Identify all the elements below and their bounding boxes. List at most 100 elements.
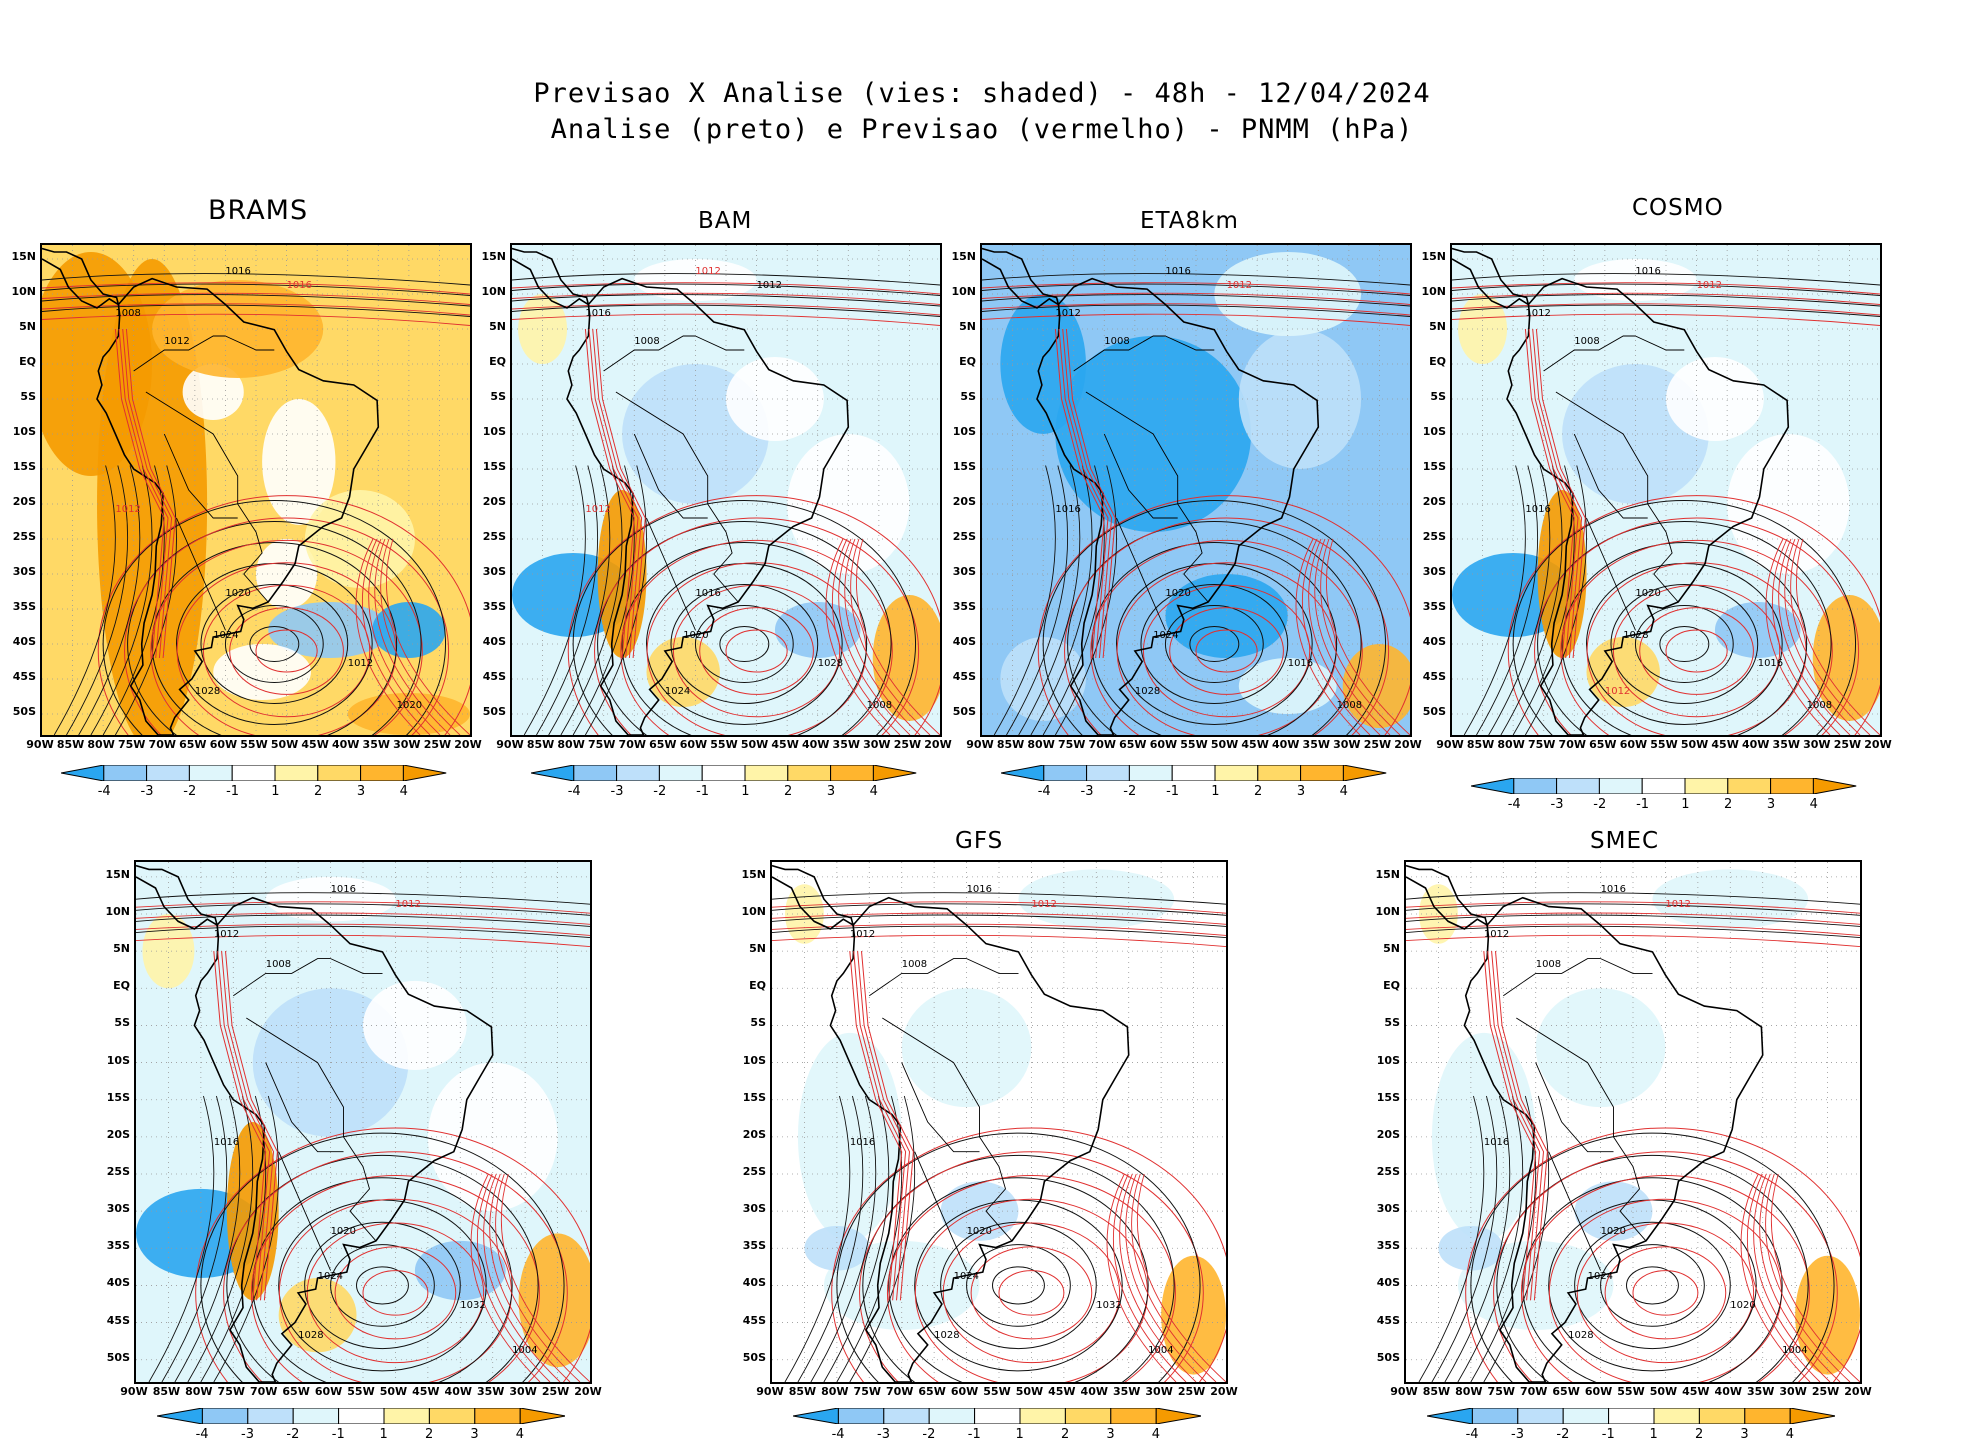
- bias-patch: [784, 884, 824, 944]
- colorbar-swatch: [744, 764, 789, 782]
- isobar-value-label: 1024: [317, 1270, 344, 1282]
- forecast-isobar: [1632, 1270, 1699, 1316]
- longitude-tick-label: 40W: [801, 738, 830, 751]
- country-border: [265, 1062, 344, 1153]
- isobar-value-label: 1020: [330, 1226, 357, 1237]
- bias-patch: [427, 1062, 558, 1212]
- forecast-isobar: [1740, 1173, 1811, 1382]
- forecast-isobar: [1308, 538, 1381, 735]
- country-border: [233, 958, 331, 997]
- forecast-isobar: [380, 538, 461, 735]
- colorbar-swatch: [1789, 1407, 1836, 1425]
- forecast-isobar: [831, 1127, 1226, 1382]
- latitude-tick-label: 15N: [481, 250, 506, 263]
- forecast-isobar: [1406, 934, 1860, 948]
- forecast-isobar: [124, 517, 450, 735]
- longitude-tick-label: 45W: [1048, 1385, 1076, 1398]
- latitude-tick-label: 15N: [105, 867, 130, 881]
- isobar-value-label: 1020: [1635, 588, 1661, 599]
- forecast-isobar: [982, 292, 1410, 305]
- longitude-tick-label: 70W: [1519, 1385, 1548, 1398]
- colorbar-swatch: [232, 764, 276, 782]
- latitude-tick-label: 35S: [106, 1239, 130, 1253]
- latitude-tick-label: 45S: [12, 670, 36, 683]
- analysis-isobar: [148, 1095, 215, 1382]
- longitude-tick-label: 65W: [179, 738, 207, 751]
- map-panel: 1016 1012 1008 1012 1016 1020 1028 1012 1016 1008: [1450, 243, 1882, 737]
- bias-patch: [1438, 1226, 1504, 1271]
- latitude-tick-label: 15N: [11, 250, 36, 263]
- latitude-tick-label: 45S: [106, 1313, 130, 1327]
- forecast-isobar: [512, 282, 940, 295]
- colorbar-tick-label: -3: [140, 784, 154, 799]
- colorbar-tick-label: -2: [183, 784, 197, 799]
- longitude-tick-label: 80W: [87, 738, 115, 751]
- forecast-isobar: [1639, 607, 1754, 695]
- longitude-tick-label: 55W: [710, 738, 738, 751]
- analysis-isobar: [252, 1177, 513, 1382]
- analysis-isobar: [1600, 1244, 1705, 1327]
- analysis-isobar: [42, 294, 470, 307]
- longitude-tick-label: 40W: [1714, 1385, 1742, 1398]
- country-border: [1103, 433, 1178, 519]
- forecast-isobar: [1759, 1173, 1841, 1382]
- analysis-isobar: [772, 925, 1226, 939]
- bias-patch: [1342, 644, 1410, 728]
- analysis-isobar: [1189, 626, 1240, 662]
- forecast-isobar: [1665, 629, 1728, 673]
- colorbar-tick-label: -1: [967, 1427, 981, 1442]
- isobar-value-label: 1024: [213, 630, 239, 641]
- colorbar-tick-label: -4: [97, 784, 111, 799]
- longitude-tick-label: 20W: [1394, 738, 1422, 751]
- latitude-tick-label: 30S: [1422, 565, 1446, 578]
- analysis-isobar: [797, 1095, 864, 1382]
- longitude-tick-label: 85W: [526, 738, 555, 751]
- forecast-isobar: [1452, 292, 1880, 305]
- forecast-isobar: [1452, 313, 1880, 326]
- panel-title: BAM: [698, 208, 753, 234]
- latitude-tick-label: 15S: [952, 460, 976, 473]
- colorbar-tick-label: -3: [1080, 784, 1094, 799]
- longitude-tick-label: 50W: [1210, 738, 1239, 751]
- colorbar-swatch: [1727, 777, 1772, 795]
- colorbar-swatch: [337, 1407, 385, 1425]
- forecast-isobar: [355, 538, 421, 735]
- colorbar-tick-label: 1: [741, 784, 750, 799]
- colorbar-swatch: [1698, 1407, 1745, 1425]
- colorbar-tick-label: 2: [1694, 1427, 1704, 1442]
- latitude-tick-label: EQ: [19, 355, 36, 368]
- analysis-isobar: [862, 1154, 1175, 1382]
- analysis-isobar: [136, 925, 590, 939]
- bias-patch: [363, 980, 467, 1070]
- forecast-isobar: [386, 538, 470, 735]
- isobar-value-label: 1012: [1055, 308, 1081, 319]
- latitude-tick-label: 5N: [959, 320, 976, 333]
- analysis-isobar: [523, 465, 586, 735]
- colorbar-tick-label: -4: [1507, 797, 1521, 812]
- longitude-tick-label: 85W: [56, 738, 85, 751]
- forecast-isobar: [1142, 584, 1311, 718]
- colorbar-tick-label: 2: [1724, 797, 1733, 812]
- colorbar-tick-label: -2: [653, 784, 667, 799]
- analysis-isobar: [1406, 925, 1860, 939]
- forecast-isobar: [1778, 538, 1851, 735]
- longitude-tick-label: 25W: [423, 738, 452, 751]
- forecast-isobar: [849, 951, 903, 1301]
- latitude-tick-label: EQ: [749, 979, 766, 993]
- colorbar: -4 -3 -2 -1 1 2 3 4: [156, 1407, 566, 1446]
- map-canvas: [982, 245, 1410, 735]
- latitude-tick-label: 5S: [960, 390, 976, 403]
- isobar-value-label: 1028: [298, 1330, 324, 1341]
- longitude-tick-label: 55W: [983, 1385, 1011, 1398]
- colorbar-swatch: [659, 764, 704, 782]
- forecast-isobar: [1765, 1173, 1851, 1382]
- bias-patch: [142, 914, 195, 989]
- isobar-value-label: 1028: [934, 1330, 960, 1341]
- latitude-tick-label: 30S: [742, 1202, 766, 1216]
- isobar-value-label: 1016: [966, 884, 993, 896]
- forecast-isobar: [495, 1173, 581, 1382]
- country-border: [1573, 433, 1648, 519]
- analysis-isobar: [1406, 914, 1860, 927]
- forecast-isobar: [136, 912, 590, 925]
- colorbar-swatch: [573, 764, 618, 782]
